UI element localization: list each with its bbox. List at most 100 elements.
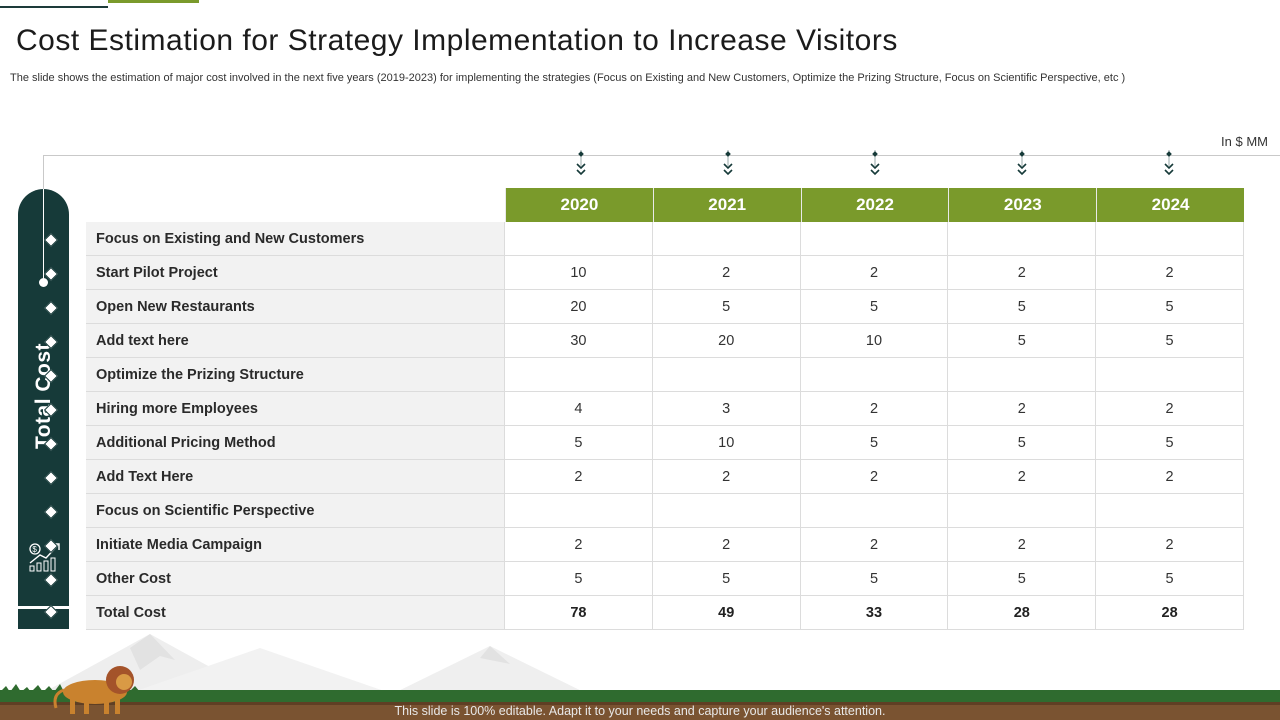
table-cell: 2 xyxy=(652,460,801,493)
table-cell: 2 xyxy=(948,392,1097,425)
table-cell xyxy=(800,358,949,391)
table-cell xyxy=(800,494,949,527)
table-cell: 2 xyxy=(505,528,653,561)
table-cell: 4 xyxy=(505,392,653,425)
table-row: Add Text Here 2 2 2 2 2 xyxy=(86,460,1244,494)
table-cell xyxy=(948,494,1097,527)
table-cell: 2 xyxy=(800,528,949,561)
double-chevron-down-icon xyxy=(576,150,586,176)
mountain-illustration xyxy=(30,634,600,700)
table-cell: 5 xyxy=(948,290,1097,323)
table-cell xyxy=(505,494,653,527)
row-label: Total Cost xyxy=(86,596,505,629)
accent-bar-green xyxy=(108,0,199,3)
sidebar-pin-dot xyxy=(39,278,48,287)
table-row: Initiate Media Campaign 2 2 2 2 2 xyxy=(86,528,1244,562)
footer-caption: This slide is 100% editable. Adapt it to… xyxy=(394,704,886,718)
row-label: Focus on Existing and New Customers xyxy=(86,222,505,255)
connector-line-left xyxy=(43,155,44,189)
table-cell: 10 xyxy=(800,324,949,357)
sidebar-label: Total Cost xyxy=(32,342,55,450)
table-cell: 5 xyxy=(948,324,1097,357)
table-row: Focus on Scientific Perspective xyxy=(86,494,1244,528)
table-cell xyxy=(1096,494,1244,527)
table-cell: 3 xyxy=(652,392,801,425)
growth-chart-icon: $ xyxy=(29,543,60,572)
table-cell: 2 xyxy=(948,256,1097,289)
table-cell: 10 xyxy=(652,426,801,459)
table-cell xyxy=(505,358,653,391)
svg-text:$: $ xyxy=(32,545,37,554)
total-cell: 33 xyxy=(800,596,949,629)
table-cell: 5 xyxy=(948,426,1097,459)
table-row: Focus on Existing and New Customers xyxy=(86,222,1244,256)
row-label: Start Pilot Project xyxy=(86,256,505,289)
table-cell: 20 xyxy=(505,290,653,323)
total-row: Total Cost 78 49 33 28 28 xyxy=(86,596,1244,630)
double-chevron-down-icon xyxy=(870,150,880,176)
table-cell: 5 xyxy=(800,562,949,595)
table-cell: 2 xyxy=(800,256,949,289)
table-row: Hiring more Employees 4 3 2 2 2 xyxy=(86,392,1244,426)
table-cell: 5 xyxy=(1096,426,1244,459)
table-cell xyxy=(1096,358,1244,391)
table-cell: 5 xyxy=(1096,324,1244,357)
table-cell xyxy=(1096,222,1244,255)
row-label: Add Text Here xyxy=(86,460,505,493)
connector-line xyxy=(43,155,1280,156)
table-cell: 2 xyxy=(1096,256,1244,289)
page-subtitle: The slide shows the estimation of major … xyxy=(10,72,1126,84)
table-cell: 30 xyxy=(505,324,653,357)
total-cell: 28 xyxy=(1096,596,1244,629)
cost-table: 2020 2021 2022 2023 2024 Focus on Existi… xyxy=(86,188,1244,630)
table-cell xyxy=(800,222,949,255)
year-header: 2024 xyxy=(1096,188,1244,222)
row-label: Focus on Scientific Perspective xyxy=(86,494,505,527)
row-label: Optimize the Prizing Structure xyxy=(86,358,505,391)
table-header-row: 2020 2021 2022 2023 2024 xyxy=(86,188,1244,222)
table-cell: 2 xyxy=(800,392,949,425)
unit-label: In $ MM xyxy=(1221,134,1268,149)
table-cell: 2 xyxy=(1096,392,1244,425)
table-cell: 5 xyxy=(652,562,801,595)
table-cell xyxy=(505,222,653,255)
year-header: 2023 xyxy=(948,188,1097,222)
table-row: Optimize the Prizing Structure xyxy=(86,358,1244,392)
year-header: 2021 xyxy=(652,188,801,222)
accent-bar-dark xyxy=(0,6,108,8)
table-row: Start Pilot Project 10 2 2 2 2 xyxy=(86,256,1244,290)
table-row: Add text here 30 20 10 5 5 xyxy=(86,324,1244,358)
row-label: Add text here xyxy=(86,324,505,357)
table-cell: 2 xyxy=(1096,528,1244,561)
row-label: Open New Restaurants xyxy=(86,290,505,323)
table-cell xyxy=(948,358,1097,391)
lion-illustration xyxy=(53,666,134,714)
sidebar-stripe xyxy=(18,606,69,609)
row-label: Additional Pricing Method xyxy=(86,426,505,459)
table-cell: 2 xyxy=(652,528,801,561)
table-cell: 5 xyxy=(505,562,653,595)
table-cell: 20 xyxy=(652,324,801,357)
grass-illustration xyxy=(0,684,1280,720)
table-cell: 2 xyxy=(505,460,653,493)
table-cell xyxy=(948,222,1097,255)
table-row: Other Cost 5 5 5 5 5 xyxy=(86,562,1244,596)
double-chevron-down-icon xyxy=(723,150,733,176)
table-cell: 5 xyxy=(1096,562,1244,595)
table-cell: 2 xyxy=(800,460,949,493)
table-cell: 5 xyxy=(800,290,949,323)
year-header: 2022 xyxy=(800,188,949,222)
table-cell: 2 xyxy=(948,460,1097,493)
footer-landscape xyxy=(0,634,1280,720)
table-cell xyxy=(652,494,801,527)
table-cell: 2 xyxy=(948,528,1097,561)
table-row: Open New Restaurants 20 5 5 5 5 xyxy=(86,290,1244,324)
double-chevron-down-icon xyxy=(1164,150,1174,176)
table-cell xyxy=(652,358,801,391)
total-cell: 28 xyxy=(948,596,1097,629)
table-cell: 5 xyxy=(800,426,949,459)
table-cell: 5 xyxy=(948,562,1097,595)
table-cell: 2 xyxy=(652,256,801,289)
year-header: 2020 xyxy=(505,188,653,222)
table-cell: 5 xyxy=(652,290,801,323)
